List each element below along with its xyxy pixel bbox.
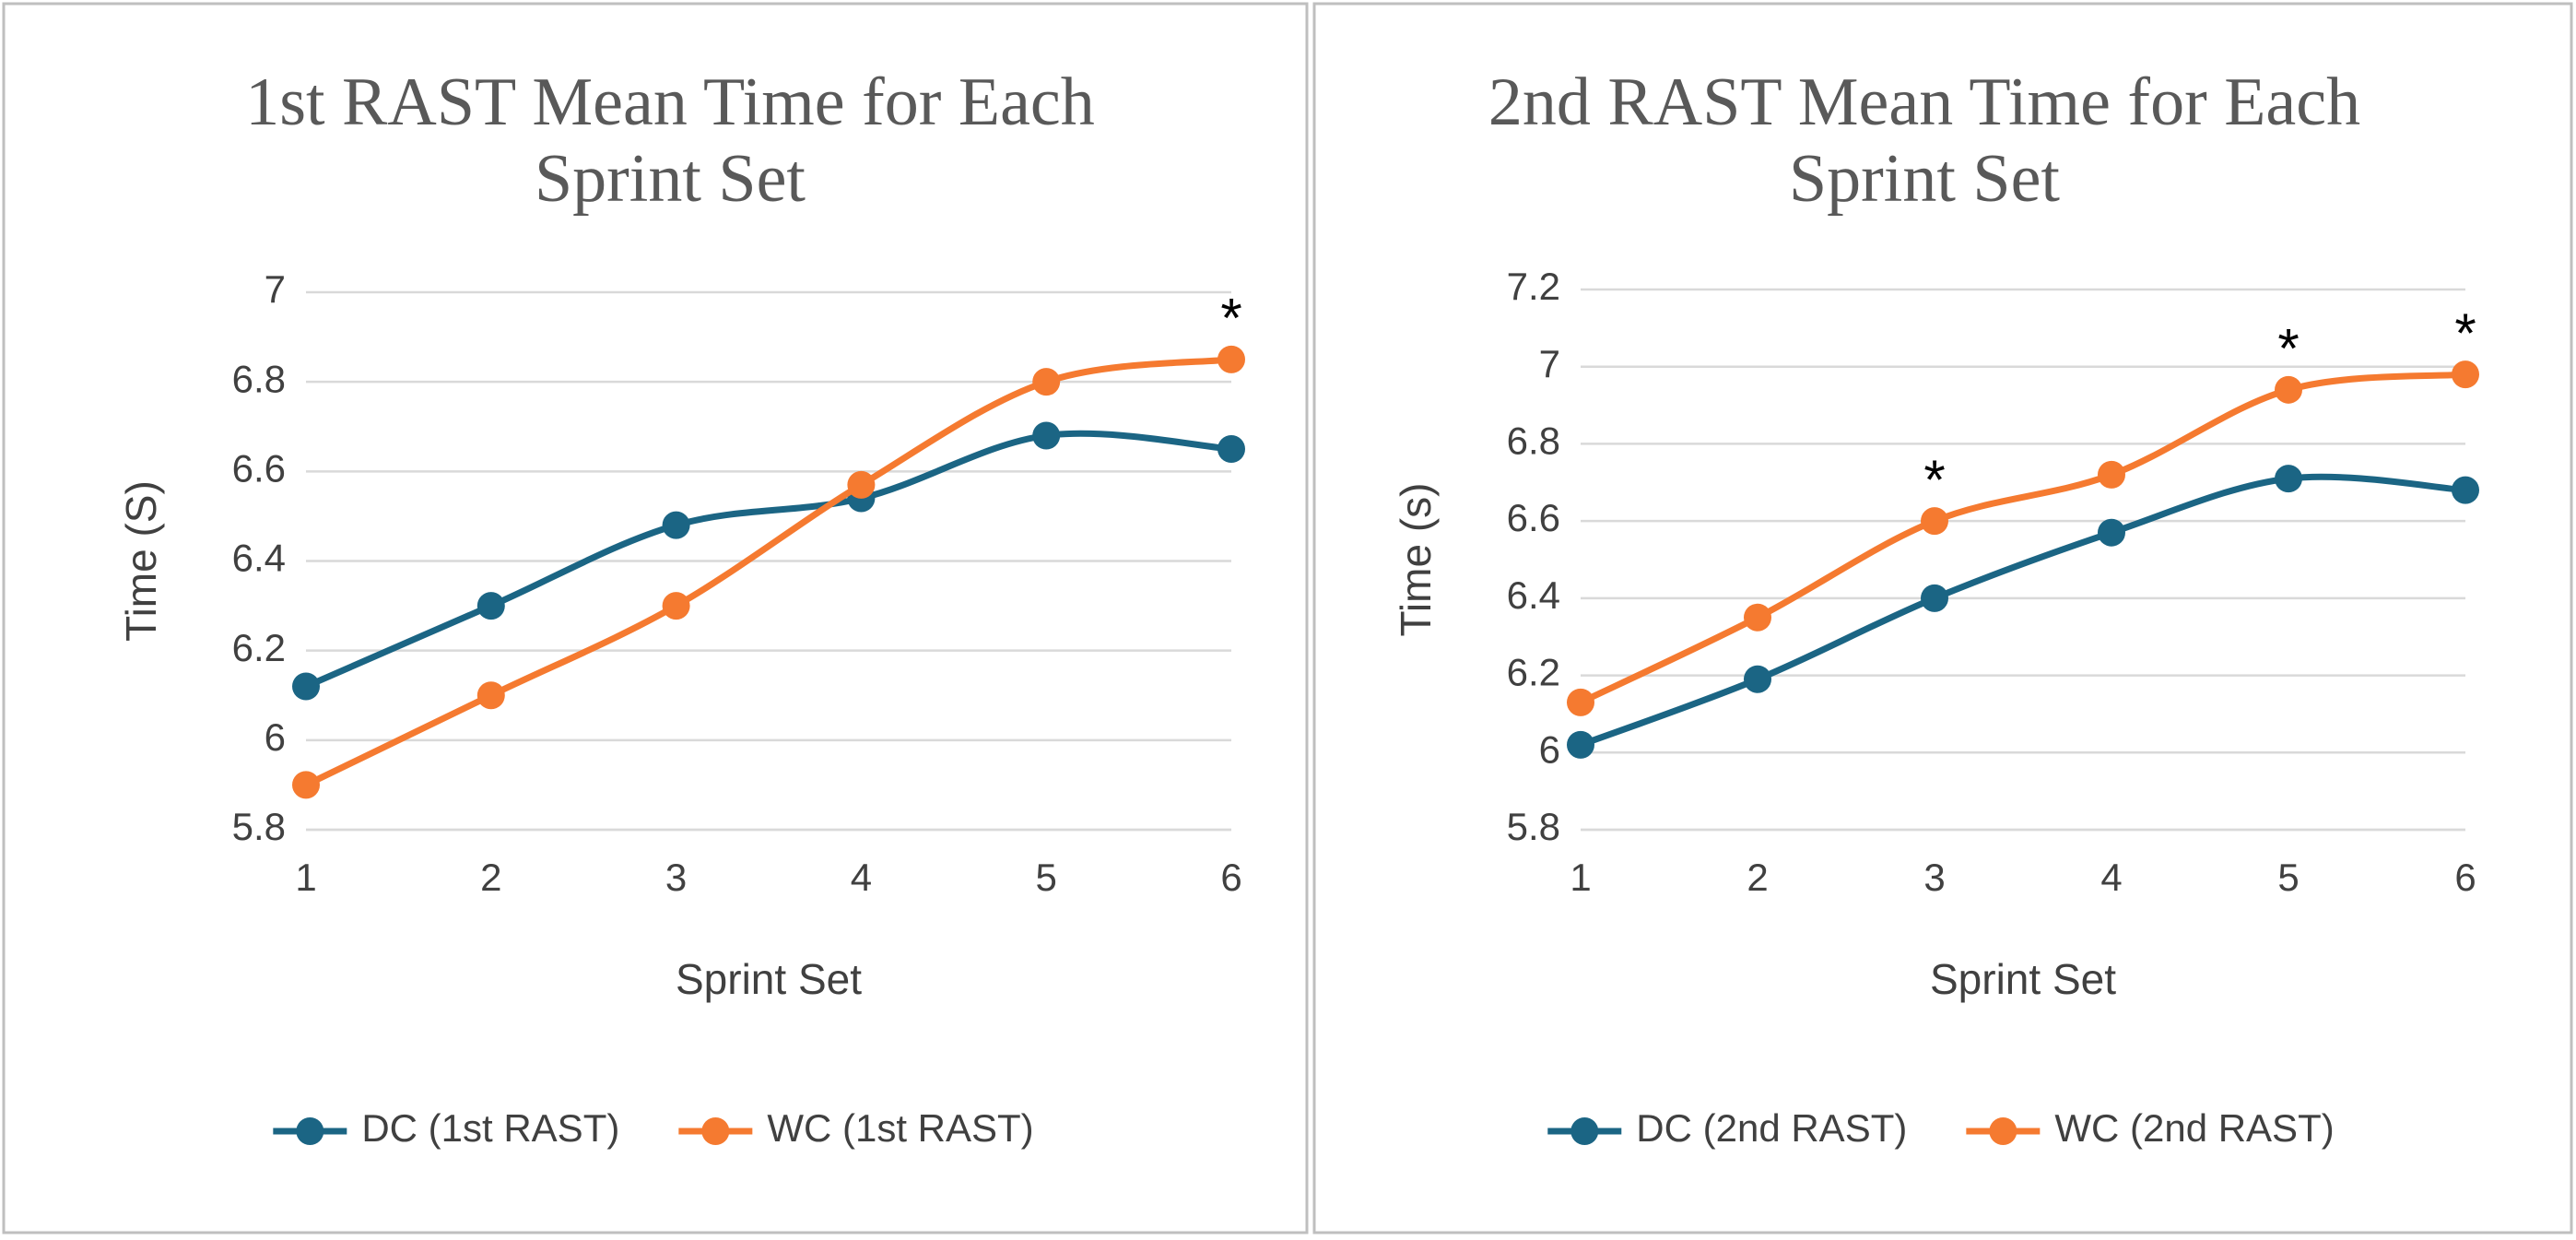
data-point: [476, 592, 505, 620]
x-tick-label: 4: [2100, 856, 2122, 899]
y-axis-title: Time (s): [1392, 483, 1440, 637]
data-point: [662, 592, 690, 620]
data-point: [1217, 435, 1245, 464]
data-point: [476, 681, 505, 710]
y-tick-label: 5.8: [232, 805, 286, 848]
data-point: [1567, 688, 1594, 716]
data-point: [1032, 368, 1061, 396]
series-line: [304, 430, 1232, 690]
data-point: [2275, 465, 2302, 493]
x-axis-title: Sprint Set: [1930, 955, 2116, 1003]
chart-title: 2nd RAST Mean Time for Each Sprint Set: [1488, 65, 2361, 217]
data-point: [2452, 360, 2479, 389]
x-tick-label: 2: [1747, 856, 1768, 899]
annotation: *: [2454, 302, 2476, 364]
series-line: [304, 356, 1232, 788]
legend-marker: [296, 1117, 324, 1145]
y-tick-label: 7: [1539, 342, 1560, 385]
y-tick-label: 6.6: [232, 446, 286, 490]
y-axis-title: Time (S): [117, 480, 165, 642]
x-tick-label: 5: [1036, 856, 1057, 899]
data-point: [2098, 460, 2125, 489]
x-tick-label: 4: [851, 856, 872, 899]
data-point: [1744, 665, 1771, 693]
y-tick-label: 6.4: [232, 537, 286, 580]
y-tick-label: 6.6: [1507, 496, 1560, 539]
data-point: [1921, 507, 1948, 536]
annotation: *: [1220, 288, 1241, 349]
legend-label: DC (2nd RAST): [1636, 1106, 1907, 1150]
title-box: 2nd RAST Mean Time for Each Sprint Set: [1488, 65, 2361, 217]
chart-title: 1st RAST Mean Time for Each Sprint Set: [245, 65, 1095, 217]
x-tick-label: 5: [2277, 856, 2299, 899]
legend-marker: [1989, 1117, 2017, 1145]
title-box: 1st RAST Mean Time for Each Sprint Set: [245, 65, 1095, 217]
legend-marker: [1570, 1117, 1599, 1145]
x-tick-label: 2: [480, 856, 501, 899]
y-tick-label: 6.8: [1507, 419, 1560, 463]
x-tick-label: 1: [1570, 856, 1591, 899]
x-tick-label: 6: [1220, 856, 1241, 899]
data-point: [1744, 603, 1771, 632]
x-tick-label: 3: [1923, 856, 1945, 899]
data-point: [1217, 345, 1245, 373]
panel-frame: [1312, 2, 2573, 1234]
data-point: [2452, 476, 2479, 504]
legend-label: WC (1st RAST): [767, 1106, 1033, 1150]
x-tick-label: 1: [295, 856, 316, 899]
y-tick-label: 6.2: [232, 626, 286, 669]
y-tick-label: 7.2: [1507, 265, 1560, 308]
x-axis-title: Sprint Set: [676, 955, 862, 1003]
data-point: [1567, 730, 1594, 759]
data-point: [847, 470, 876, 499]
legend-marker: [701, 1117, 730, 1145]
data-point: [1921, 584, 1948, 612]
annotation: *: [1923, 449, 1945, 511]
y-tick-label: 6: [1539, 727, 1560, 771]
legend-label: DC (1st RAST): [361, 1106, 619, 1150]
y-tick-label: 6.2: [1507, 651, 1560, 694]
data-point: [2098, 518, 2125, 547]
x-tick-label: 3: [665, 856, 687, 899]
annotation: *: [2277, 318, 2299, 380]
y-tick-label: 5.8: [1507, 805, 1560, 848]
data-point: [2275, 375, 2302, 404]
y-tick-label: 6.4: [1507, 573, 1560, 617]
data-point: [1032, 421, 1061, 450]
y-tick-label: 6.8: [232, 357, 286, 400]
y-tick-label: 6: [265, 715, 286, 759]
data-point: [662, 511, 690, 539]
legend-label: WC (2nd RAST): [2054, 1106, 2334, 1150]
x-tick-label: 6: [2454, 856, 2476, 899]
data-point: [292, 771, 320, 799]
data-point: [292, 672, 320, 701]
y-tick-label: 7: [265, 267, 286, 311]
